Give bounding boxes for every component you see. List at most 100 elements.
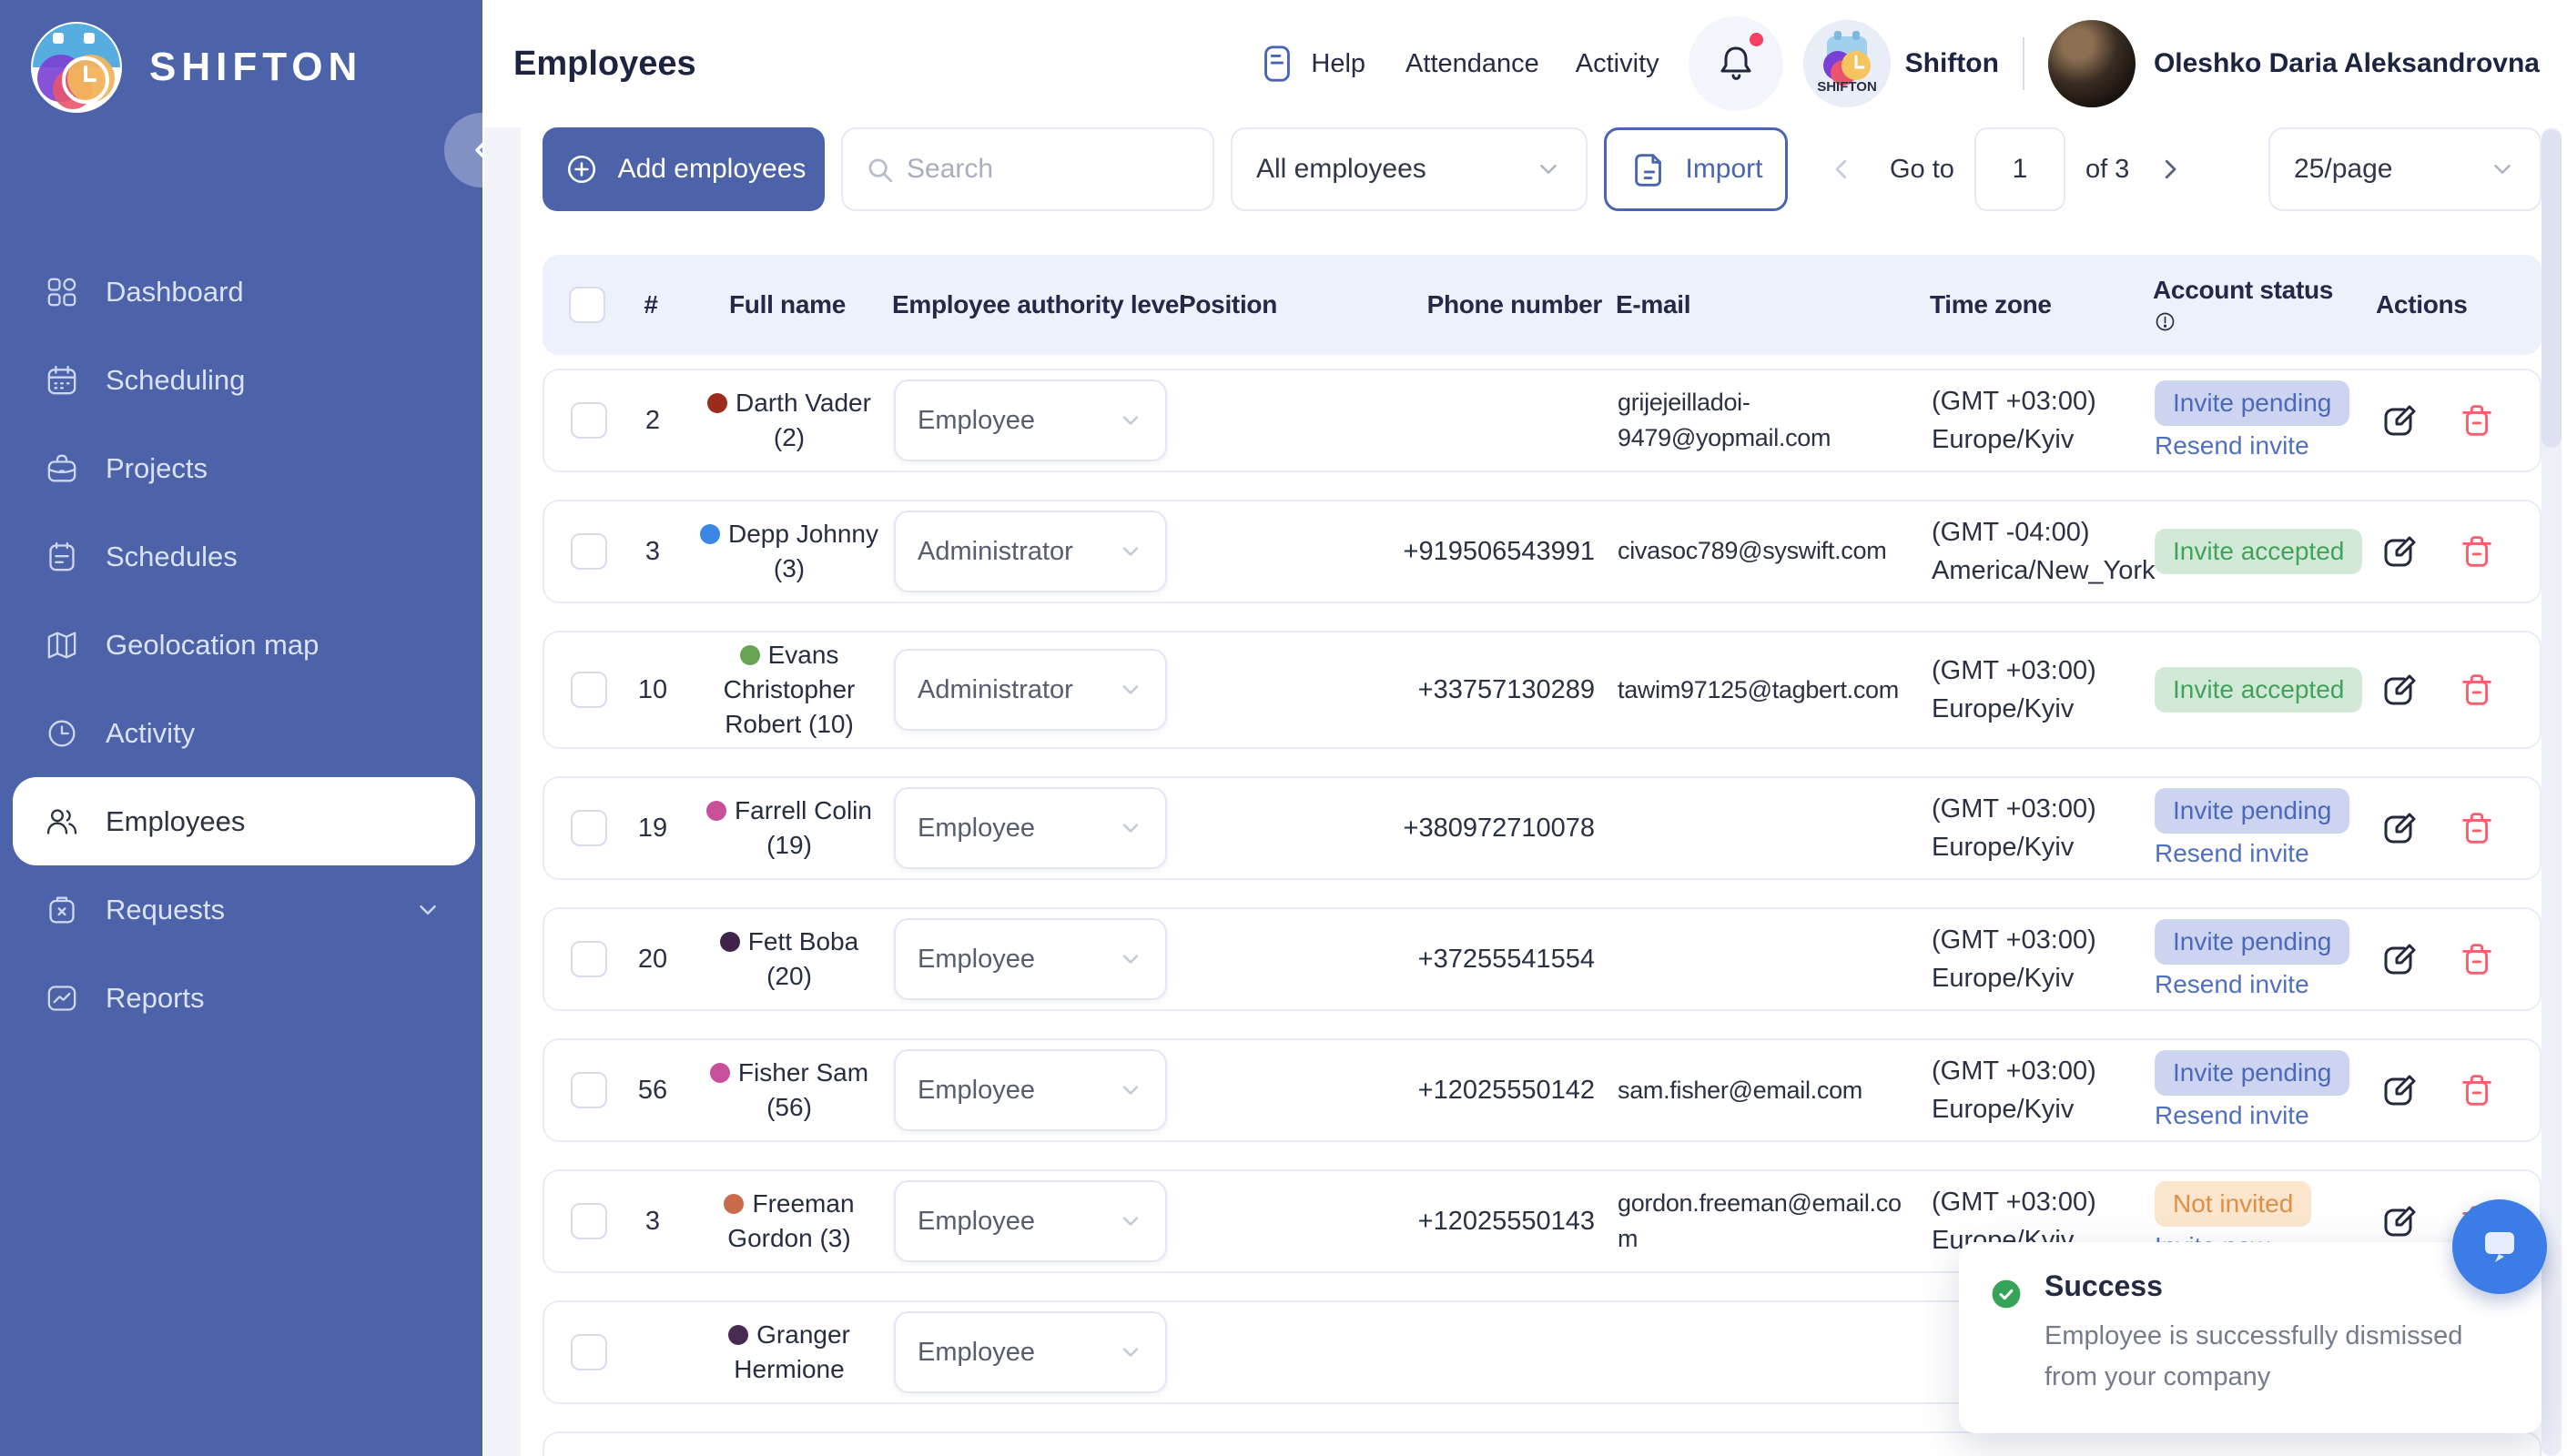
authority-select[interactable]: Employee <box>894 787 1167 870</box>
status-action-link[interactable]: Resend invite <box>2155 839 2309 868</box>
sidebar-item-label: Projects <box>106 451 208 484</box>
status-cell: Invite pending Resend invite <box>2155 1050 2364 1130</box>
add-employees-button[interactable]: Add employees <box>543 127 825 211</box>
employee-name[interactable]: Darth Vader (2) <box>736 388 871 451</box>
row-checkbox[interactable] <box>571 810 607 847</box>
sidebar-item-employees[interactable]: Employees <box>13 777 475 865</box>
delete-button[interactable] <box>2456 531 2498 572</box>
sidebar-item-dashboard[interactable]: Dashboard <box>0 248 482 336</box>
authority-select[interactable]: Employee <box>894 1311 1167 1394</box>
page-number-input[interactable] <box>1973 127 2065 211</box>
employee-name[interactable]: Depp Johnny (3) <box>727 519 878 582</box>
edit-button[interactable] <box>2378 937 2421 981</box>
authority-select[interactable]: Employee <box>894 918 1167 1001</box>
per-page-select[interactable]: 25/page <box>2268 127 2542 211</box>
delete-button[interactable] <box>2456 938 2498 980</box>
brand-block: SHIFTON <box>31 20 482 115</box>
timezone-cell: (GMT -04:00) America/New_York <box>1932 513 2156 590</box>
header-full-name: Full name <box>729 290 846 318</box>
status-action-link[interactable]: Resend invite <box>2155 970 2309 999</box>
authority-select[interactable]: Administrator <box>894 511 1167 592</box>
delete-button[interactable] <box>2456 1069 2498 1111</box>
employee-avatar <box>739 644 760 665</box>
employee-name[interactable]: Evans Christopher Robert (10) <box>723 641 856 739</box>
next-page-icon[interactable] <box>2156 156 2184 183</box>
employee-avatar <box>699 523 720 544</box>
chat-widget-button[interactable] <box>2452 1199 2547 1294</box>
authority-select[interactable]: Administrator <box>894 649 1167 732</box>
row-checkbox[interactable] <box>571 1072 607 1109</box>
edit-button[interactable] <box>2378 1068 2421 1112</box>
employee-name[interactable]: Fisher Sam (56) <box>737 1058 869 1122</box>
chevron-left-icon <box>475 142 482 158</box>
employee-name[interactable]: Farrell Colin (19) <box>735 796 872 860</box>
sidebar-item-requests[interactable]: Requests <box>0 865 482 954</box>
attendance-link[interactable]: Attendance <box>1405 48 1539 78</box>
timezone-gmt: (GMT +03:00) <box>1932 794 2096 824</box>
authority-select[interactable]: Employee <box>894 1049 1167 1132</box>
actions-cell <box>2378 399 2514 442</box>
activity-link[interactable]: Activity <box>1575 48 1659 78</box>
company-name: Shifton <box>1904 48 1999 78</box>
delete-button[interactable] <box>2456 399 2498 441</box>
row-checkbox[interactable] <box>571 1203 607 1240</box>
status-action-link[interactable]: Resend invite <box>2155 431 2309 460</box>
edit-button[interactable] <box>2378 530 2421 573</box>
search-icon <box>868 158 893 183</box>
authority-select[interactable]: Employee <box>894 1180 1167 1263</box>
import-button[interactable]: Import <box>1604 127 1788 211</box>
search-input[interactable] <box>841 127 1214 211</box>
sidebar-item-reports[interactable]: Reports <box>0 954 482 1042</box>
notifications-button[interactable] <box>1688 16 1783 111</box>
email-cell: grijejeilladoi-9479@yopmail.com <box>1618 388 1831 451</box>
content-gutter <box>484 127 521 1456</box>
employee-name[interactable]: Fett Boba (20) <box>747 927 859 991</box>
row-checkbox[interactable] <box>571 402 607 439</box>
select-all-checkbox[interactable] <box>569 287 605 323</box>
delete-button[interactable] <box>2456 669 2498 711</box>
table-header: # Full name Employee authority level Pos… <box>543 255 2542 355</box>
employee-name[interactable]: Granger Hermione <box>734 1320 850 1384</box>
sidebar-menu: Dashboard Scheduling Projects Schedules … <box>0 248 482 1042</box>
actions-cell <box>2378 530 2514 573</box>
timezone-city: Europe/Kyiv <box>1932 694 2075 724</box>
row-checkbox[interactable] <box>571 672 607 709</box>
status-action-link[interactable]: Resend invite <box>2155 1101 2309 1130</box>
user-name: Oleshko Daria Aleksandrovna <box>2153 48 2540 78</box>
status-badge: Invite pending <box>2155 1050 2350 1097</box>
employee-name[interactable]: Freeman Gordon (3) <box>727 1189 855 1253</box>
timezone-gmt: (GMT +03:00) <box>1932 1057 2096 1087</box>
employee-avatar <box>724 1193 745 1214</box>
authority-select[interactable]: Employee <box>894 379 1167 461</box>
header-account-status-label: Account status <box>2153 276 2334 304</box>
edit-pencil-icon <box>2384 674 2416 705</box>
edit-button[interactable] <box>2378 399 2421 442</box>
prev-page-icon[interactable] <box>1828 156 1855 183</box>
import-label: Import <box>1685 154 1763 184</box>
row-checkbox[interactable] <box>571 533 607 570</box>
edit-button[interactable] <box>2378 806 2421 850</box>
help-button[interactable]: Help <box>1256 43 1365 85</box>
edit-button[interactable] <box>2378 668 2421 712</box>
sidebar-item-scheduling[interactable]: Scheduling <box>0 336 482 424</box>
employee-filter-select[interactable]: All employees <box>1231 127 1588 211</box>
sidebar-item-activity[interactable]: Activity <box>0 689 482 777</box>
bell-icon <box>1720 46 1751 80</box>
row-checkbox[interactable] <box>571 941 607 978</box>
sidebar-item-geolocation-map[interactable]: Geolocation map <box>0 601 482 689</box>
sidebar-item-schedules[interactable]: Schedules <box>0 512 482 601</box>
sidebar-collapse-button[interactable] <box>444 113 482 187</box>
calendar-icon <box>47 365 76 394</box>
delete-button[interactable] <box>2456 807 2498 849</box>
email-cell: tawim97125@tagbert.com <box>1618 675 1899 703</box>
edit-pencil-icon <box>2384 1075 2416 1106</box>
chevron-down-icon <box>1540 165 1557 174</box>
user-avatar[interactable] <box>2047 20 2136 107</box>
sidebar-item-projects[interactable]: Projects <box>0 424 482 512</box>
edit-button[interactable] <box>2378 1199 2421 1243</box>
scrollbar-thumb[interactable] <box>2542 129 2562 448</box>
chevron-down-icon <box>420 905 436 915</box>
company-avatar[interactable]: SHIFTON <box>1802 20 1891 107</box>
trash-icon <box>2462 944 2491 976</box>
row-checkbox[interactable] <box>571 1334 607 1371</box>
